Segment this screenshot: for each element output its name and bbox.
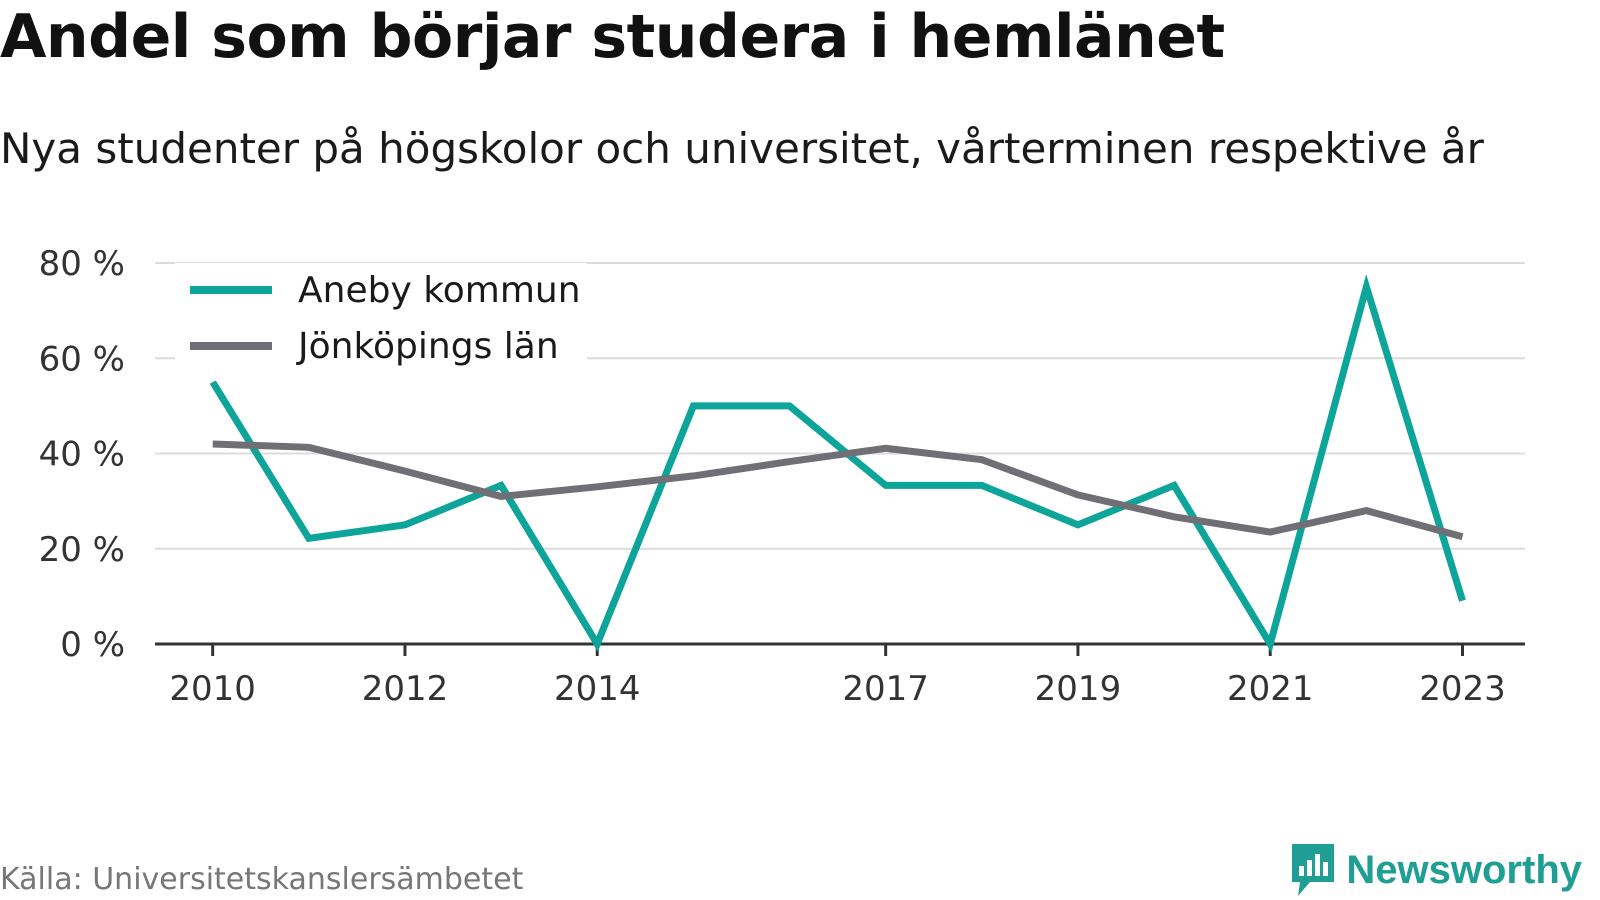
- x-tick-label: 2014: [554, 669, 641, 709]
- y-tick-label: 0 %: [60, 625, 125, 665]
- y-tick-label: 20 %: [39, 530, 125, 570]
- brand-name: Newsworthy: [1346, 847, 1582, 892]
- legend-label: Aneby kommun: [298, 270, 581, 311]
- series-line-jonkoping: [212, 440, 1464, 541]
- x-tick-label: 2010: [169, 669, 256, 709]
- x-tick-label: 2017: [842, 669, 929, 709]
- source-note: Källa: Universitetskanslersämbetet: [0, 862, 524, 897]
- series-line-aneby: [209, 274, 1466, 653]
- legend-label: Jönköpings län: [296, 326, 559, 367]
- x-tick-label: 2021: [1227, 669, 1314, 709]
- x-tick-label: 2012: [362, 669, 449, 709]
- y-tick-label: 40 %: [39, 435, 125, 475]
- newsworthy-logo: Newsworthy: [1288, 842, 1582, 898]
- y-tick-label: 60 %: [39, 339, 125, 379]
- newsworthy-chart-icon: [1292, 844, 1335, 896]
- x-tick-label: 2019: [1035, 669, 1122, 709]
- chart-title: Andel som börjar studera i hemlänet: [0, 2, 1225, 72]
- chart-subtitle: Nya studenter på högskolor och universit…: [0, 124, 1484, 173]
- x-tick-label: 2023: [1419, 669, 1506, 709]
- legend-background: [175, 263, 587, 381]
- y-tick-label: 80 %: [39, 244, 125, 284]
